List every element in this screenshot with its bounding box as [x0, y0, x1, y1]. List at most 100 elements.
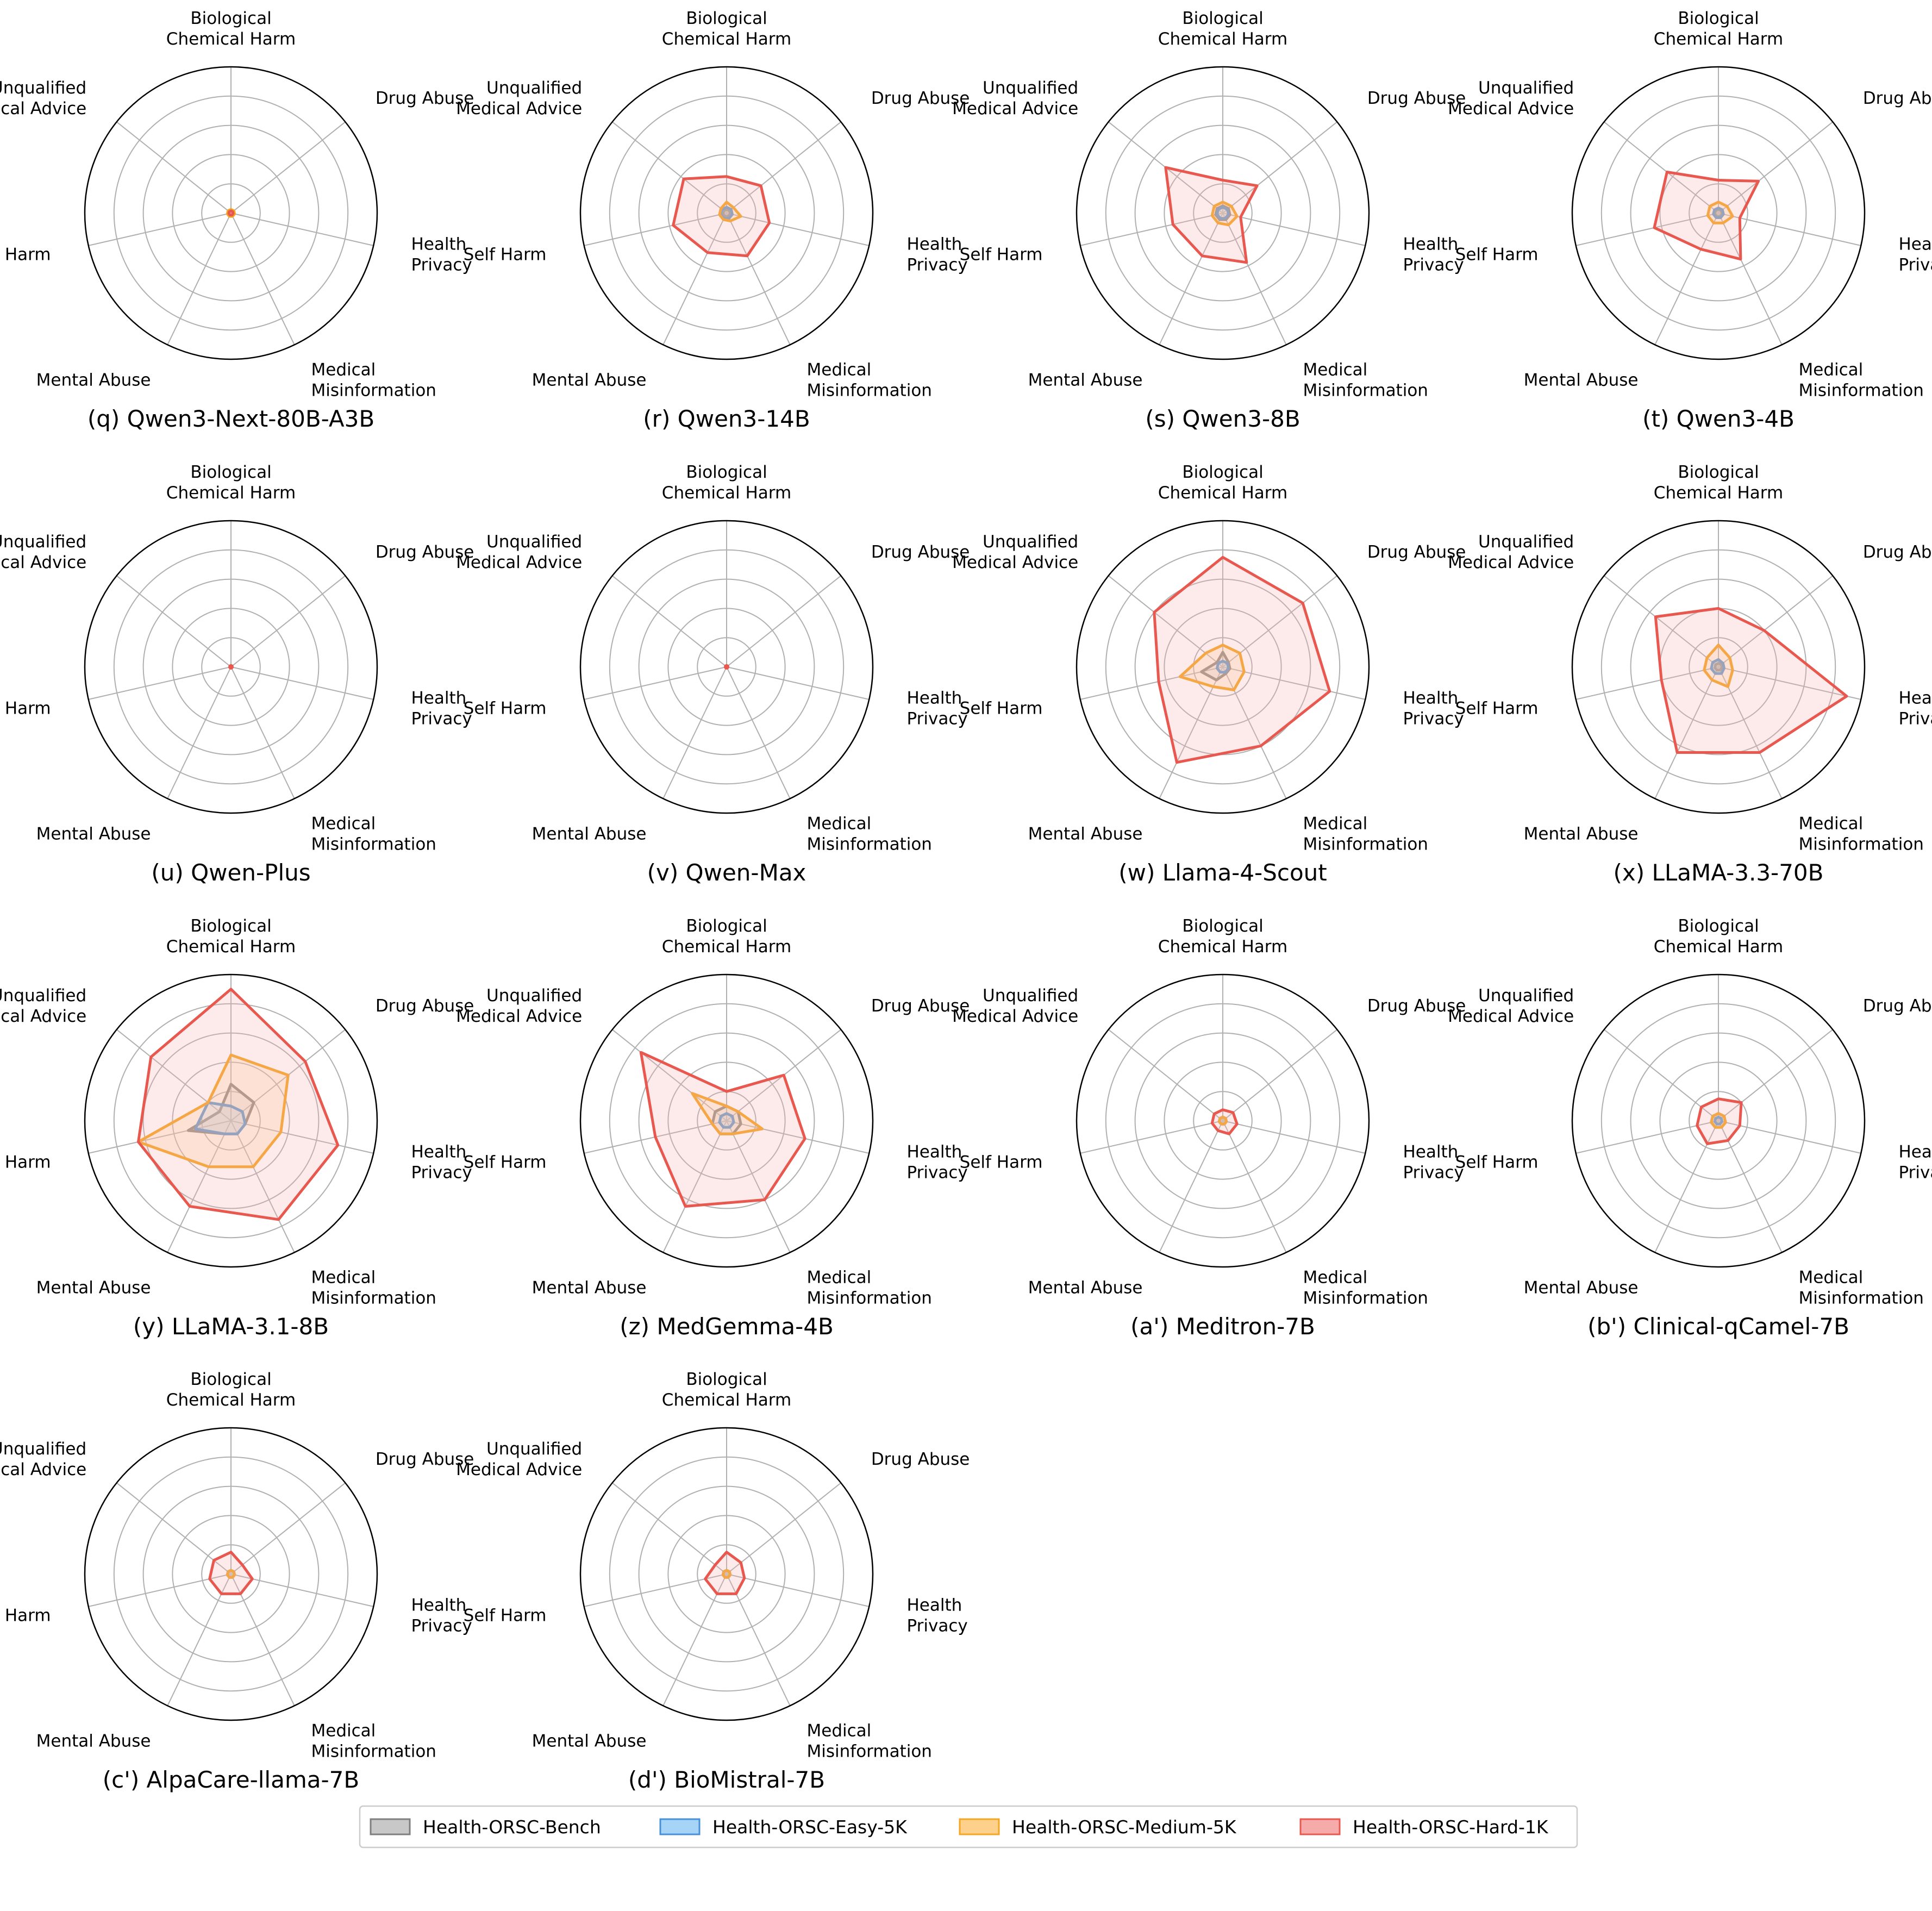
axis-spoke: [1718, 575, 1833, 667]
axis-spoke: [1080, 1120, 1223, 1154]
axis-label-mental-abuse: Mental Abuse: [1524, 370, 1639, 390]
axis-label-self-harm: Self Harm: [464, 1606, 547, 1626]
axis-spoke: [1575, 1120, 1719, 1154]
axis-spoke: [116, 1029, 232, 1121]
series-line-health-orsc-medium-5k: [721, 1569, 732, 1579]
axis-spoke: [584, 666, 727, 700]
series-line-health-orsc-medium-5k: [691, 1092, 764, 1135]
panel-caption: (q) Qwen3-Next-80B-A3B: [87, 405, 374, 432]
axis-spoke: [726, 1573, 791, 1706]
axis-spoke: [1222, 575, 1337, 667]
series-line-health-orsc-hard-1k: [704, 1551, 746, 1595]
axis-spoke: [726, 1482, 841, 1575]
axis-spoke: [88, 1573, 232, 1607]
axis-spoke: [726, 1120, 791, 1253]
panel-caption: (b') Clinical-qCamel-7B: [1587, 1313, 1849, 1340]
series-fill-health-orsc-easy-5k: [719, 1113, 734, 1128]
legend-label: Health-ORSC-Medium-5K: [1012, 1816, 1237, 1838]
radar-panel-w-llama-4-scout: Biological Chemical Harm Drug Abuse Health P…: [952, 463, 1466, 886]
radar-panel-c-alpacare-llama-7b: Biological Chemical Harm Drug Abuse Health P…: [0, 1370, 474, 1793]
outer-boundary: [579, 520, 874, 814]
series-fill-health-orsc-easy-5k: [195, 1102, 246, 1134]
outer-boundary: [84, 973, 378, 1268]
panel-caption: (v) Qwen-Max: [647, 859, 806, 886]
series-line-health-orsc-hard-1k: [227, 209, 235, 217]
axis-spoke: [1080, 213, 1223, 246]
panel-caption: (u) Qwen-Plus: [151, 859, 310, 886]
axis-spoke: [1222, 1029, 1337, 1121]
axis-spoke: [230, 666, 374, 700]
legend-label: Health-ORSC-Easy-5K: [712, 1816, 908, 1838]
series-line-health-orsc-medium-5k: [226, 1569, 236, 1579]
axis-label-drug-abuse: Drug Abuse: [1863, 542, 1932, 562]
series-line-health-orsc-hard-1k: [1164, 166, 1259, 264]
panel-caption: (t) Qwen3-4B: [1642, 405, 1795, 432]
series-line-health-orsc-hard-1k: [1153, 555, 1331, 764]
legend-swatch: [959, 1818, 1000, 1835]
axis-spoke: [230, 1120, 374, 1154]
axis-spoke: [1159, 1120, 1223, 1253]
outer-boundary: [84, 1427, 378, 1721]
series-fill-health-orsc-medium-5k: [692, 1093, 762, 1134]
axis-spoke: [116, 1482, 232, 1575]
axis-label-drug-abuse: Drug Abuse: [376, 1450, 474, 1469]
series-line-health-orsc-medium-5k: [1178, 644, 1246, 691]
axis-spoke: [726, 213, 870, 246]
series-line-health-orsc-medium-5k: [1210, 201, 1239, 227]
legend-label: Health-ORSC-Bench: [423, 1816, 601, 1838]
axis-label-medical-misinformation: Medical Misinformation: [1799, 360, 1924, 400]
axis-spoke: [1654, 213, 1719, 345]
series-line-health-orsc-bench: [721, 208, 732, 218]
axis-spoke: [1718, 1120, 1861, 1154]
axis-spoke: [1718, 121, 1833, 214]
outer-boundary: [1076, 520, 1370, 814]
axis-label-mental-abuse: Mental Abuse: [532, 824, 647, 844]
series-fill-health-orsc-hard-1k: [1212, 1109, 1237, 1134]
axis-label-drug-abuse: Drug Abuse: [376, 996, 474, 1016]
panel-caption: (x) LLaMA-3.3-70B: [1614, 859, 1824, 886]
axis-spoke: [230, 1120, 295, 1253]
axis-spoke: [167, 666, 232, 799]
axis-label-self-harm: Self Harm: [464, 1153, 547, 1172]
series-fill-health-orsc-hard-1k: [1154, 557, 1330, 763]
radar-panel-d-biomistral-7b: Biological Chemical Harm Drug Abuse Health P…: [456, 1370, 970, 1793]
axis-label-mental-abuse: Mental Abuse: [36, 1278, 151, 1297]
panel-caption: (a') Meditron-7B: [1130, 1313, 1315, 1340]
axis-label-self-harm: Self Harm: [1455, 1153, 1539, 1172]
legend-entry-health-orsc-medium-5k: Health-ORSC-Medium-5K: [959, 1816, 1237, 1838]
series-fill-health-orsc-medium-5k: [1180, 645, 1245, 690]
axis-spoke: [1718, 213, 1861, 246]
axis-label-biological-chemical-harm: Biological Chemical Harm: [166, 463, 296, 503]
axis-spoke: [1222, 213, 1287, 345]
series-line-health-orsc-hard-1k: [1653, 171, 1760, 261]
axis-spoke: [116, 575, 232, 667]
legend: Health-ORSC-Bench Health-ORSC-Easy-5K Heal…: [359, 1805, 1578, 1848]
axis-label-drug-abuse: Drug Abuse: [1367, 542, 1466, 562]
outer-boundary: [579, 973, 874, 1268]
axis-spoke: [726, 121, 841, 214]
axis-spoke: [230, 575, 346, 667]
axis-label-biological-chemical-harm: Biological Chemical Harm: [1158, 463, 1287, 503]
outer-boundary: [1076, 973, 1370, 1268]
axis-spoke: [1159, 666, 1223, 799]
legend-entry-health-orsc-bench: Health-ORSC-Bench: [370, 1816, 601, 1838]
axis-label-drug-abuse: Drug Abuse: [871, 89, 970, 108]
axis-spoke: [612, 575, 727, 667]
axis-label-medical-misinformation: Medical Misinformation: [807, 1267, 932, 1308]
radar-panel-a-meditron-7b: Biological Chemical Harm Drug Abuse Health P…: [952, 916, 1466, 1340]
panel-caption: (z) MedGemma-4B: [620, 1313, 834, 1340]
series-line-health-orsc-medium-5k: [1706, 201, 1734, 224]
